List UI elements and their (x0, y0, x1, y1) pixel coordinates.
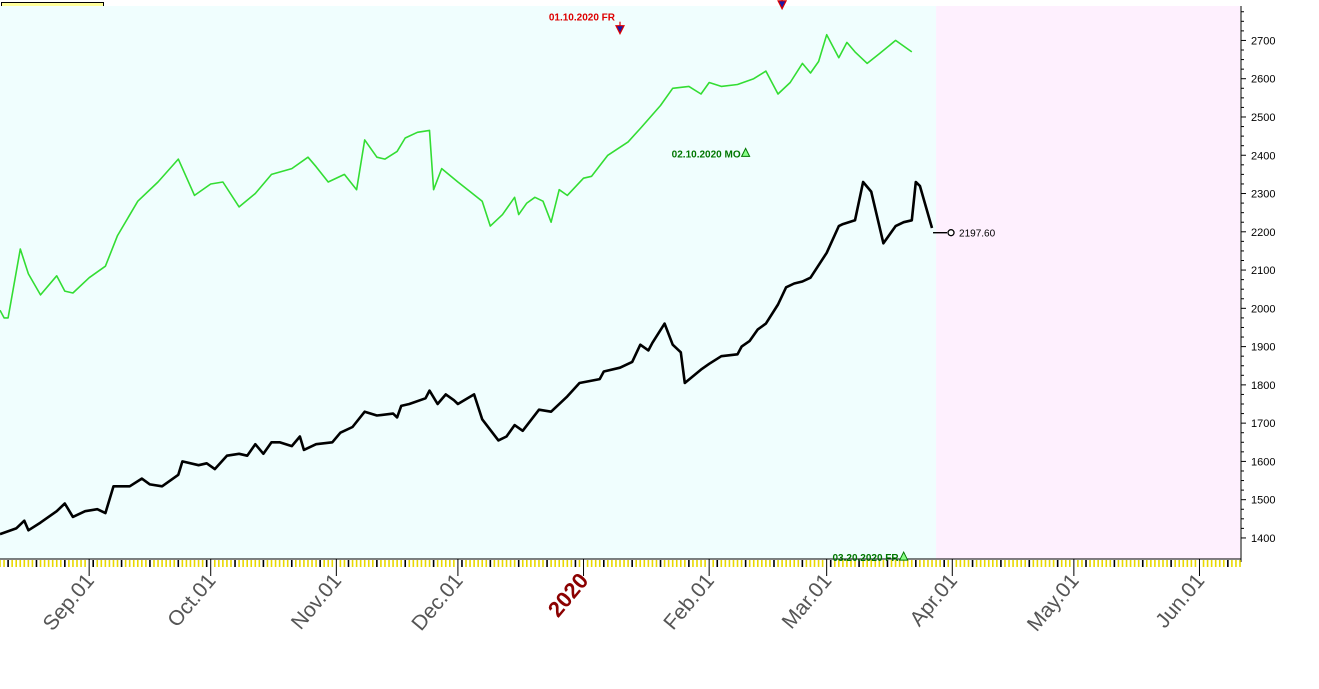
svg-text:2020: 2020 (543, 568, 594, 622)
y-tick-label: 1500 (1251, 495, 1275, 507)
x-month-label: Sep.01 (39, 569, 99, 635)
x-month-label: Mar.01 (778, 569, 837, 633)
y-tick-label: 2400 (1251, 150, 1275, 162)
y-tick-label: 1700 (1251, 418, 1275, 430)
last-value-label: 2197.60 (959, 229, 996, 240)
turn-low-label: 02.10.2020 MO (672, 149, 741, 160)
svg-text:Nov.01: Nov.01 (287, 569, 346, 634)
x-month-label: Jun.01 (1151, 569, 1209, 632)
y-tick-label: 2500 (1251, 112, 1275, 124)
history-region-background (0, 6, 937, 559)
y-axis: 1400 1500 1600 1700 1800 1900 2000 2100 2200 2300… (1240, 6, 1275, 562)
y-tick-label: 2000 (1251, 303, 1275, 315)
y-tick-label: 2300 (1251, 189, 1275, 201)
turn-low-arrow (740, 147, 751, 157)
turn-high-arrow (615, 25, 625, 36)
y-tick-label: 1800 (1251, 380, 1275, 392)
last-value-marker (947, 229, 955, 237)
x-month-label: Dec.01 (407, 569, 467, 635)
x-month-label: Feb.01 (659, 569, 719, 634)
y-tick-label: 1600 (1251, 456, 1275, 468)
y-tick-label: 1900 (1251, 342, 1275, 354)
svg-text:May.01: May.01 (1023, 569, 1084, 635)
turn-high-label: 01.10.2020 FR (549, 13, 616, 24)
turn-low-arrow (898, 550, 909, 561)
svg-text:Dec.01: Dec.01 (407, 569, 467, 635)
svg-text:Sep.01: Sep.01 (39, 569, 99, 635)
x-year-label: 2020 (543, 568, 594, 622)
y-tick-label: 2100 (1251, 265, 1275, 277)
series-lines (0, 33, 934, 536)
projection-region-background (936, 6, 1240, 559)
y-tick-label: 2200 (1251, 227, 1275, 239)
svg-text:Apr.01: Apr.01 (905, 569, 962, 630)
y-tick-label: 2600 (1251, 74, 1275, 86)
price-line (0, 180, 934, 536)
x-month-label: Oct.01 (163, 569, 220, 631)
turn-low-label: 03.20.2020 FR (832, 553, 899, 564)
y-tick-label: 2700 (1251, 35, 1275, 47)
x-month-label: Apr.01 (905, 569, 962, 630)
x-month-label: May.01 (1023, 569, 1084, 635)
svg-text:Oct.01: Oct.01 (163, 569, 220, 631)
x-axis: Sep.01 Oct.01 Nov.01 Dec.01 2020 Feb.01 Mar.01… (0, 558, 1241, 636)
svg-text:Feb.01: Feb.01 (659, 569, 719, 634)
x-month-label: Nov.01 (287, 569, 346, 634)
forecast-line (0, 33, 913, 319)
svg-text:Mar.01: Mar.01 (778, 569, 837, 633)
svg-text:Jun.01: Jun.01 (1151, 569, 1209, 632)
y-tick-label: 1400 (1251, 533, 1275, 545)
